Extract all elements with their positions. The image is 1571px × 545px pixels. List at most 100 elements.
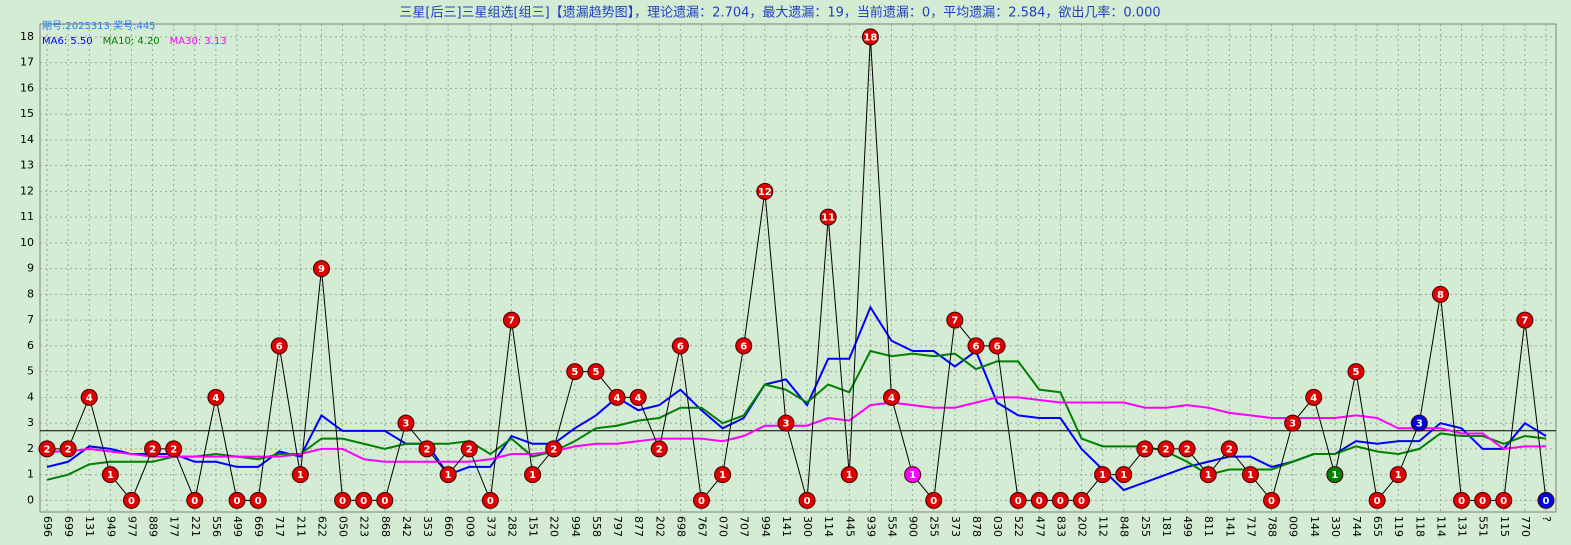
- x-tick-label: 202: [1076, 516, 1089, 537]
- x-tick-label: 070: [717, 516, 730, 537]
- y-tick-label: 6: [27, 339, 34, 352]
- x-tick-label: 994: [759, 516, 772, 537]
- x-tick-label: 255: [928, 516, 941, 537]
- x-tick-label: 655: [1371, 516, 1384, 537]
- y-tick-label: 18: [20, 30, 34, 43]
- x-tick-label: 767: [695, 516, 708, 537]
- point: [925, 491, 943, 509]
- point-label: 4: [635, 393, 642, 404]
- point-label: 1: [1205, 470, 1212, 481]
- point-label: 7: [508, 316, 515, 327]
- point: [1009, 491, 1027, 509]
- point-label: 2: [424, 444, 431, 455]
- point: [1368, 491, 1386, 509]
- x-tick-label: 141: [780, 516, 793, 537]
- y-tick-label: 11: [20, 210, 34, 223]
- x-tick-label: 353: [421, 516, 434, 537]
- x-tick-label: 499: [1181, 516, 1194, 537]
- point-label: 6: [677, 341, 684, 352]
- point: [291, 466, 309, 484]
- x-tick-label: 788: [1266, 516, 1279, 537]
- point: [1453, 491, 1471, 509]
- point-label: 3: [782, 419, 789, 430]
- point: [460, 440, 478, 458]
- point: [587, 363, 605, 381]
- point-label: 6: [972, 341, 979, 352]
- point: [1136, 440, 1154, 458]
- point-label: 11: [821, 213, 835, 224]
- point-label: 2: [1141, 444, 1148, 455]
- point-label: 4: [86, 393, 93, 404]
- x-tick-label: 255: [1139, 516, 1152, 537]
- x-tick-label: 112: [1097, 516, 1110, 537]
- x-tick-label: 131: [1456, 516, 1469, 537]
- point: [207, 388, 225, 406]
- y-tick-label: 5: [27, 365, 34, 378]
- x-tick-label: 119: [1392, 516, 1405, 537]
- point: [1537, 491, 1555, 509]
- point-label: 4: [212, 393, 219, 404]
- y-tick-label: 8: [27, 287, 34, 300]
- x-tick-label: 282: [505, 516, 518, 537]
- point-label: 2: [65, 444, 72, 455]
- y-tick-label: 2: [27, 442, 34, 455]
- x-tick-label: 050: [337, 516, 350, 537]
- point: [165, 440, 183, 458]
- point: [122, 491, 140, 509]
- y-tick-label: 10: [20, 236, 34, 249]
- x-tick-label: 877: [632, 516, 645, 537]
- x-tick-label: 151: [527, 516, 540, 537]
- point: [1495, 491, 1513, 509]
- x-tick-label: 939: [864, 516, 877, 537]
- x-tick-label: 717: [1244, 516, 1257, 537]
- x-tick-label: ?: [1540, 516, 1553, 522]
- point: [355, 491, 373, 509]
- point: [840, 466, 858, 484]
- point-label: 2: [466, 444, 473, 455]
- x-tick-label: 848: [1118, 516, 1131, 537]
- point: [1326, 466, 1344, 484]
- point: [1305, 388, 1323, 406]
- x-tick-label: 373: [484, 516, 497, 537]
- x-tick-label: 699: [62, 516, 75, 537]
- x-tick-label: 551: [1477, 516, 1490, 537]
- x-tick-label: 330: [1329, 516, 1342, 537]
- point-label: 7: [1521, 316, 1528, 327]
- point-label: 1: [1247, 470, 1254, 481]
- x-tick-label: 558: [590, 516, 603, 537]
- legend-label: MA10: 4.20: [103, 36, 160, 47]
- point-label: 0: [339, 496, 346, 507]
- point-label: 7: [951, 316, 958, 327]
- x-tick-label: 221: [189, 516, 202, 537]
- point-label: 8: [1437, 290, 1444, 301]
- x-tick-label: 660: [442, 516, 455, 537]
- point-label: 5: [592, 367, 599, 378]
- point-label: 9: [318, 264, 325, 275]
- point: [1347, 363, 1365, 381]
- x-tick-label: 900: [907, 516, 920, 537]
- point: [883, 388, 901, 406]
- point: [1410, 414, 1428, 432]
- point: [735, 337, 753, 355]
- point: [1516, 311, 1534, 329]
- point: [1030, 491, 1048, 509]
- point-label: 6: [740, 341, 747, 352]
- x-tick-label: 744: [1350, 516, 1363, 537]
- point-label: 5: [571, 367, 578, 378]
- x-tick-label: 115: [1498, 516, 1511, 537]
- point-label: 1: [1331, 470, 1338, 481]
- x-tick-label: 445: [843, 516, 856, 537]
- point-label: 6: [994, 341, 1001, 352]
- x-tick-label: 181: [1160, 516, 1173, 537]
- x-tick-label: 622: [315, 516, 328, 537]
- point: [1263, 491, 1281, 509]
- point: [545, 440, 563, 458]
- point-label: 0: [381, 496, 388, 507]
- point-label: 0: [255, 496, 262, 507]
- x-tick-label: 220: [548, 516, 561, 537]
- x-tick-label: 707: [738, 516, 751, 537]
- point-label: 1: [297, 470, 304, 481]
- point-label: 0: [487, 496, 494, 507]
- x-tick-label: 556: [210, 516, 223, 537]
